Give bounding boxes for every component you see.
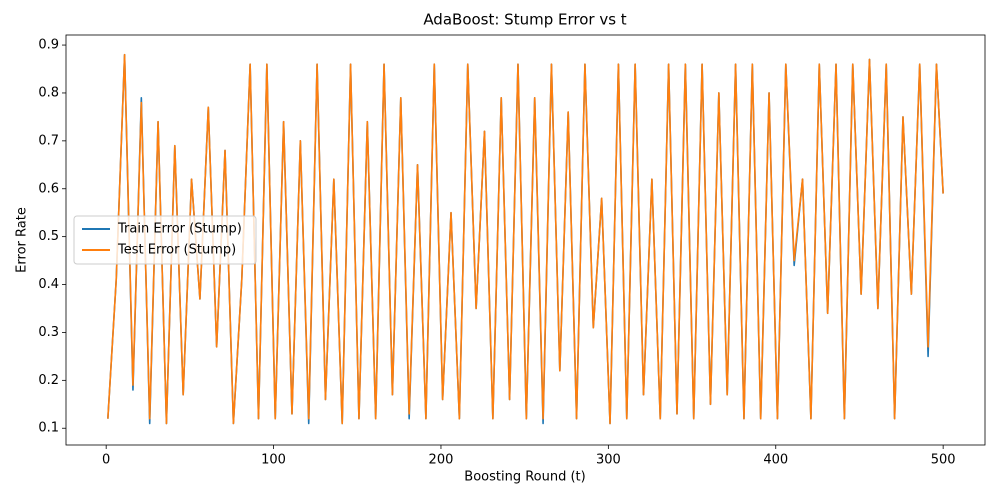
x-tick-label: 500 <box>931 453 956 468</box>
y-tick-label: 0.9 <box>38 38 59 53</box>
plot-frame <box>65 34 986 446</box>
y-axis-label: Error Rate <box>15 207 30 273</box>
legend-label: Test Error (Stump) <box>117 243 236 258</box>
x-tick-label: 100 <box>261 453 286 468</box>
legend-label: Train Error (Stump) <box>117 222 242 237</box>
x-tick-label: 400 <box>763 453 788 468</box>
y-tick-label: 0.8 <box>38 85 59 100</box>
y-tick-label: 0.2 <box>38 373 59 388</box>
y-tick-label: 0.4 <box>38 277 59 292</box>
x-tick-label: 300 <box>596 453 621 468</box>
legend-box <box>73 215 257 265</box>
legend: Train Error (Stump) Test Error (Stump) <box>73 215 257 265</box>
x-tick-label: 0 <box>102 453 110 468</box>
line-series <box>107 53 944 425</box>
y-tick-label: 0.3 <box>38 325 59 340</box>
y-tick-label: 0.5 <box>38 229 59 244</box>
y-tick-label: 0.7 <box>38 133 59 148</box>
x-axis-label: Boosting Round (t) <box>464 470 585 485</box>
y-tick-label: 0.1 <box>38 421 59 436</box>
chart-title: AdaBoost: Stump Error vs t <box>423 11 626 29</box>
y-tick-label: 0.6 <box>38 181 59 196</box>
x-tick-label: 200 <box>429 453 454 468</box>
